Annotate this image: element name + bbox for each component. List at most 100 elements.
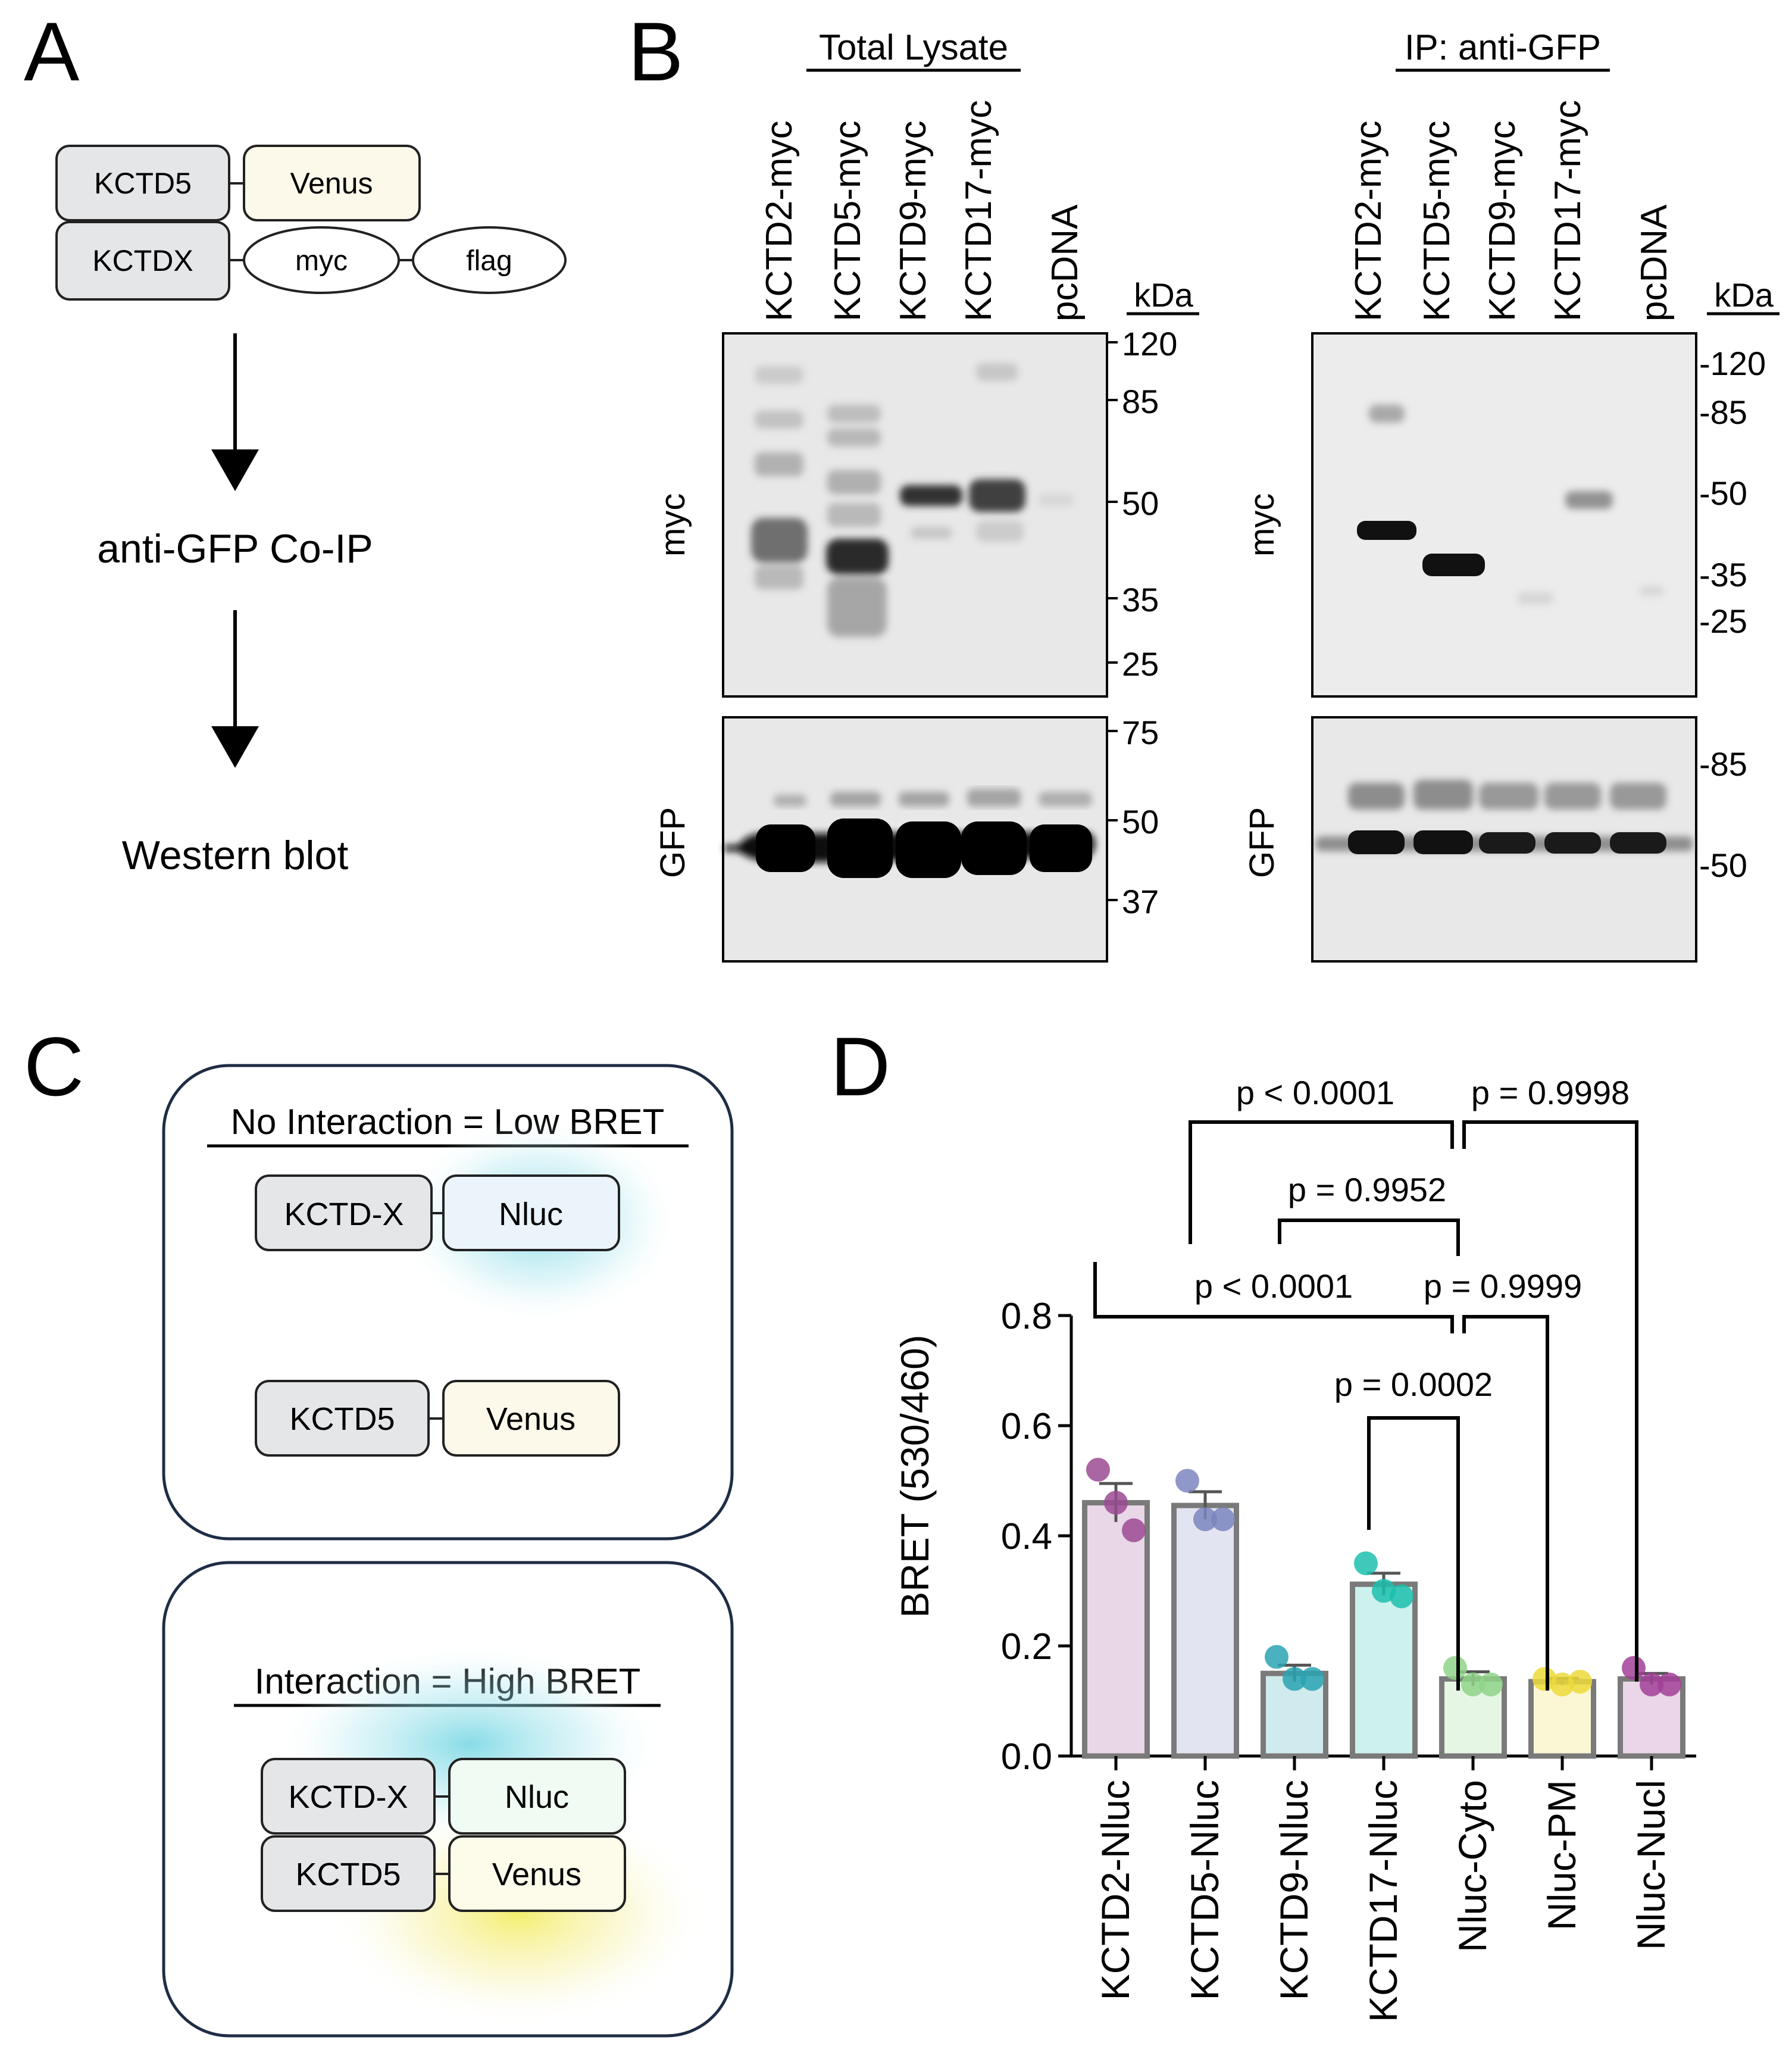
row-label-gfp: GFP — [653, 807, 692, 878]
kda-marker: 120 — [1122, 325, 1177, 363]
kda-marker: 85 — [1122, 383, 1159, 420]
y-tick-label: 0.4 — [1001, 1516, 1052, 1557]
panel-b: B Total Lysate KCTD2-myc KCTD5-myc KCTD9… — [628, 5, 1780, 963]
heading-ip-anti-gfp: IP: anti-GFP — [1405, 27, 1601, 67]
markers-ip-myc: -120 -85 -50 -35 -25 — [1699, 345, 1766, 640]
lane-label: KCTD5-myc — [1416, 120, 1458, 321]
kda-marker: -120 — [1699, 345, 1766, 382]
x-tick-label: Nluc-PM — [1540, 1780, 1584, 1930]
data-point — [1568, 1670, 1592, 1694]
venus-box — [448, 1835, 626, 1912]
significance-bracket — [1462, 1315, 1549, 1691]
panel-label-a: A — [24, 5, 80, 98]
significance-bracket — [1189, 1120, 1454, 1244]
data-point — [1533, 1667, 1556, 1691]
y-tick-label: 0.8 — [1001, 1296, 1052, 1337]
data-point — [1550, 1672, 1574, 1697]
y-tick-label: 0.2 — [1001, 1626, 1052, 1667]
kctd5-box-label: KCTD5 — [94, 167, 192, 200]
lane-label: pcDNA — [1634, 204, 1675, 321]
lane-label: KCTD17-myc — [1547, 100, 1588, 321]
data-point — [1122, 1518, 1146, 1542]
y-tick-label: 0.0 — [1001, 1736, 1052, 1777]
x-tick-label: KCTD5-Nluc — [1183, 1780, 1227, 2000]
y-tick-label: 0.6 — [1001, 1406, 1052, 1447]
data-point — [1390, 1584, 1413, 1608]
significance-bracket — [1462, 1120, 1638, 1682]
x-tick-label: KCTD2-Nluc — [1093, 1780, 1137, 2000]
data-point — [1300, 1667, 1324, 1691]
nluc-box-label: Nluc — [505, 1779, 569, 1815]
kctd5-box-label: KCTD5 — [295, 1857, 401, 1892]
y-axis-label: BRET (530/460) — [893, 1335, 937, 1618]
row-label-myc: myc — [653, 493, 692, 557]
p-value-label: p = 0.9999 — [1424, 1267, 1582, 1305]
data-point — [1211, 1507, 1235, 1532]
lane-label: KCTD2-myc — [759, 120, 800, 321]
panel-label-b: B — [628, 5, 683, 98]
arrow-2-head — [211, 726, 259, 768]
venus-box-label: Venus — [290, 167, 373, 200]
significance-bracket — [1278, 1219, 1460, 1256]
kda-marker: -85 — [1699, 745, 1747, 783]
nluc-box-label: Nluc — [499, 1196, 563, 1232]
p-value-label: p < 0.0001 — [1194, 1267, 1353, 1305]
row-label-gfp: GFP — [1243, 807, 1281, 878]
kda-marker: 37 — [1122, 883, 1159, 920]
blot-ip-myc — [1311, 332, 1697, 698]
panel-a: A KCTD5 Venus KCTDX myc flag anti-GFP Co… — [24, 5, 567, 878]
kda-marker: -50 — [1699, 846, 1747, 884]
data-point — [1104, 1491, 1128, 1515]
data-point — [1283, 1667, 1306, 1691]
venus-box-label: Venus — [492, 1857, 581, 1892]
lane-label: KCTD9-myc — [1482, 120, 1523, 321]
kda-marker: 75 — [1122, 714, 1159, 751]
blot-total-lysate-gfp — [722, 716, 1108, 963]
blot-total-lysate-myc — [722, 332, 1108, 698]
kda-marker: 35 — [1122, 581, 1159, 618]
step-co-ip: anti-GFP Co-IP — [97, 526, 373, 571]
panel-label-d: D — [830, 1020, 890, 1113]
x-tick-label: Nluc-Nucl — [1629, 1780, 1673, 1950]
data-point — [1443, 1656, 1467, 1680]
kda-marker: -35 — [1699, 556, 1747, 593]
kda-marker: 25 — [1122, 645, 1159, 683]
significance-bracket — [1367, 1416, 1460, 1691]
lane-label: pcDNA — [1044, 204, 1086, 321]
step-western-blot: Western blot — [122, 833, 349, 878]
markers-total-lysate-myc: 120 85 50 35 25 — [1107, 325, 1177, 683]
kda-label: kDa — [1714, 276, 1774, 314]
p-value-label: p = 0.9998 — [1471, 1074, 1630, 1111]
lane-label: KCTD2-myc — [1348, 120, 1389, 321]
markers-total-lysate-gfp: 75 50 37 — [1107, 714, 1159, 920]
kctdx-box-label: KCTD-X — [289, 1779, 408, 1815]
markers-ip-gfp: -85 -50 — [1699, 745, 1747, 884]
panel-d: D BRET (530/460) 0.0 0.2 0.4 0.6 0.8 KCTD2-Nl… — [830, 1020, 1696, 2022]
data-point — [1622, 1656, 1646, 1680]
data-point — [1640, 1672, 1663, 1697]
bar — [1350, 1581, 1418, 1759]
data-point — [1461, 1672, 1485, 1697]
venus-box — [442, 1380, 620, 1457]
panel-label-c: C — [24, 1020, 84, 1113]
kctdx-box-label: KCTD-X — [284, 1196, 404, 1232]
kctd5-box-label: KCTD5 — [289, 1401, 395, 1437]
bret-bar-chart: 0.0 0.2 0.4 0.6 0.8 KCTD2-Nluc KCTD5-Nluc KCTD9… — [1001, 1074, 1696, 2022]
heading-total-lysate: Total Lysate — [819, 27, 1008, 67]
data-point — [1372, 1579, 1396, 1603]
x-tick-label: Nluc-Cyto — [1450, 1780, 1494, 1952]
data-point — [1479, 1672, 1503, 1697]
lane-label: KCTD17-myc — [958, 100, 999, 321]
venus-box-label: Venus — [486, 1401, 576, 1437]
p-value-label: p < 0.0001 — [1236, 1074, 1394, 1111]
kda-marker: 50 — [1122, 803, 1159, 841]
x-tick-label: KCTD17-Nluc — [1361, 1780, 1405, 2022]
row-label-myc: myc — [1243, 493, 1281, 557]
kda-marker: -25 — [1699, 602, 1747, 640]
arrow-1-head — [211, 449, 259, 491]
data-point — [1175, 1469, 1199, 1493]
nluc-box — [448, 1758, 626, 1835]
venus-box — [243, 145, 421, 221]
kda-marker: 50 — [1122, 485, 1159, 522]
